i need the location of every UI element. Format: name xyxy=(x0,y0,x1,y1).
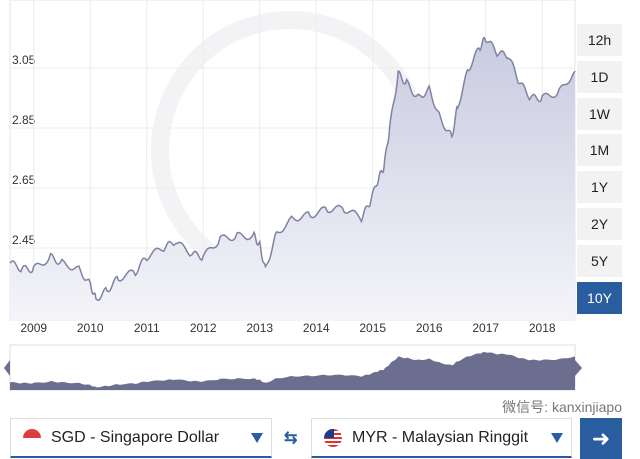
area-fill xyxy=(10,37,575,320)
watermark: 微信号: kanxinjiapo xyxy=(502,399,622,415)
to-currency-label: MYR - Malaysian Ringgit xyxy=(352,428,529,446)
x-tick-label: 2014 xyxy=(303,321,330,335)
range-button-1m[interactable]: 1M xyxy=(577,134,622,167)
range-button-12h[interactable]: 12h xyxy=(577,24,622,56)
x-tick-label: 2010 xyxy=(77,321,104,335)
chevron-down-icon xyxy=(251,433,263,443)
malaysia-flag-icon xyxy=(324,428,342,447)
x-tick-label: 2018 xyxy=(529,321,556,335)
from-currency-select[interactable]: SGD - Singapore Dollar xyxy=(10,418,272,458)
range-button-1w[interactable]: 1W xyxy=(577,97,622,130)
swap-currencies-button[interactable]: ⇆ xyxy=(284,430,298,447)
navigator-left-handle xyxy=(4,360,10,376)
y-tick-label: 2.65 xyxy=(12,173,36,187)
series-line xyxy=(9,36,576,302)
navigator-area xyxy=(10,352,575,390)
convert-button[interactable]: ➜ xyxy=(580,418,622,459)
chevron-down-icon xyxy=(551,433,563,443)
range-button-1d[interactable]: 1D xyxy=(577,60,622,93)
y-tick-label: 2.85 xyxy=(12,113,36,127)
singapore-flag-icon xyxy=(23,428,41,447)
x-tick-label: 2015 xyxy=(359,321,386,335)
range-button-5y[interactable]: 5Y xyxy=(577,244,622,277)
x-tick-label: 2013 xyxy=(246,321,273,335)
x-tick-label: 2009 xyxy=(20,321,47,335)
x-tick-label: 2016 xyxy=(416,321,443,335)
x-tick-label: 2012 xyxy=(190,321,217,335)
navigator-right-handle xyxy=(575,360,582,376)
range-button-2y[interactable]: 2Y xyxy=(577,208,622,240)
y-tick-label: 3.05 xyxy=(12,53,36,67)
range-button-10y[interactable]: 10Y xyxy=(577,281,622,314)
x-tick-label: 2017 xyxy=(472,321,499,335)
arrow-right-icon: ➜ xyxy=(591,425,611,451)
x-tick-label: 2011 xyxy=(134,321,160,335)
y-tick-label: 2.45 xyxy=(12,233,36,247)
to-currency-select[interactable]: MYR - Malaysian Ringgit xyxy=(311,418,572,458)
rate-chart[interactable]: 2.252.452.652.853.0520092010201120122013… xyxy=(0,0,640,400)
range-button-1y[interactable]: 1Y xyxy=(577,171,622,204)
from-currency-label: SGD - Singapore Dollar xyxy=(51,428,220,446)
